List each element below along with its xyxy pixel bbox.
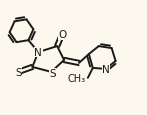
Text: N: N <box>34 48 42 58</box>
Text: S: S <box>49 68 56 78</box>
Text: CH₃: CH₃ <box>68 73 86 83</box>
Text: N: N <box>102 64 110 74</box>
Text: S: S <box>15 67 22 77</box>
Text: O: O <box>58 30 66 40</box>
